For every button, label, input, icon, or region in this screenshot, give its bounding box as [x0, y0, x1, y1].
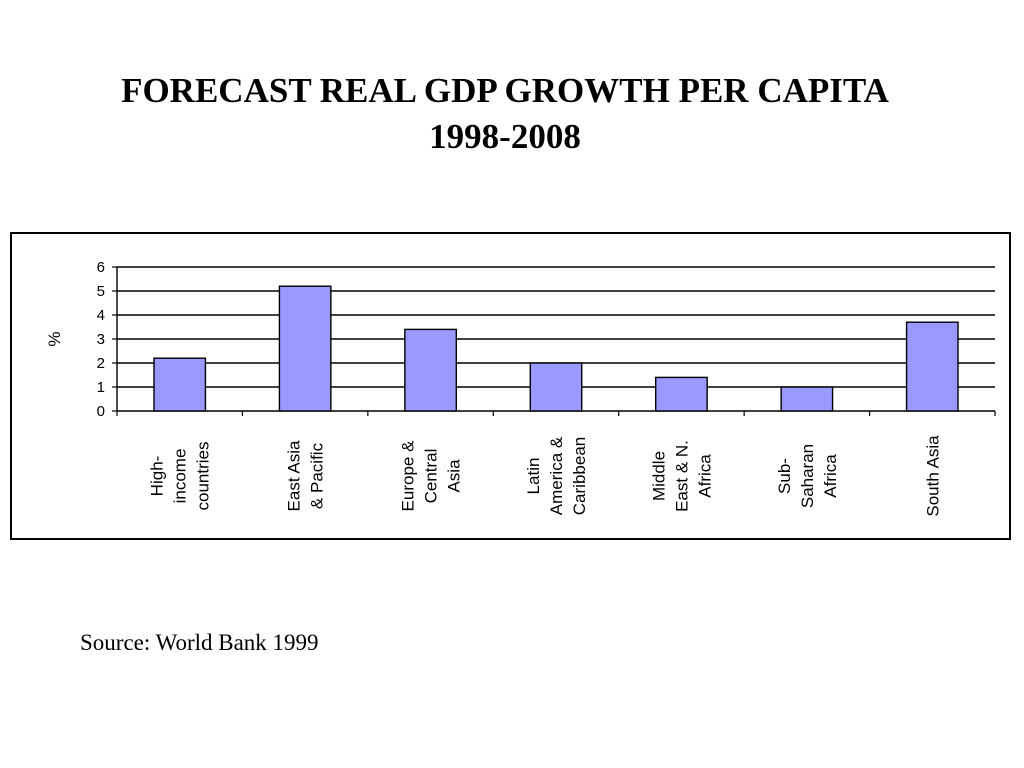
chart-frame: 0 1 2 3 4 5 6% High-income countries East Asia & P… [10, 232, 1011, 540]
x-tick-label: East Asia & Pacific [285, 440, 327, 511]
y-tick-label: 3 [97, 331, 105, 348]
bar [529, 362, 583, 412]
bar [655, 376, 708, 412]
bar [404, 328, 457, 412]
x-tick-label-line: America & [547, 436, 566, 515]
x-tick-label-line: & Pacific [308, 442, 327, 509]
x-tick-label-line: Caribbean [570, 437, 589, 515]
x-tick-label-line: countries [194, 442, 213, 511]
x-tick-label-line: Asia [445, 459, 464, 493]
bar [278, 285, 332, 412]
chart-title-line-2: 1998-2008 [429, 117, 581, 156]
bar-chart: 0 1 2 3 4 5 6% High-income countries East Asia & P… [45, 259, 996, 517]
x-tick-label-line: Latin [524, 458, 543, 495]
x-tick-label-line: Middle [649, 451, 668, 501]
chart-title: FORECAST REAL GDP GROWTH PER CAPITA 1998… [0, 68, 1010, 160]
bar [780, 386, 834, 412]
x-tick-label-line: East Asia [285, 440, 304, 511]
source-note: Source: World Bank 1999 [80, 630, 319, 655]
x-tick-label: Middle East & N. Africa [649, 440, 714, 512]
bar [905, 321, 959, 412]
x-tick-label-line: South Asia [923, 435, 942, 517]
x-tick-label-line: East & N. [672, 440, 691, 512]
y-tick-label: 1 [97, 379, 105, 396]
y-tick-label: 2 [97, 355, 105, 372]
x-tick-label-line: Central [422, 449, 441, 504]
x-tick-label-line: Africa [695, 454, 714, 498]
bar [153, 357, 207, 412]
y-tick-label: 5 [97, 283, 105, 300]
chart-title-line-1: FORECAST REAL GDP GROWTH PER CAPITA [121, 71, 889, 110]
x-tick-label: Latin America & Caribbean [524, 436, 589, 515]
x-tick-label: High-income countries [148, 442, 213, 511]
x-tick-label-line: Africa [821, 454, 840, 498]
x-tick-label-line: High- [148, 456, 167, 497]
y-tick-label: 6 [97, 259, 105, 276]
x-tick-label-line: Europe & [399, 440, 418, 512]
y-tick-label: 4 [97, 307, 105, 324]
x-tick-label-line: Sub- [775, 458, 794, 494]
x-tick-label: South Asia [923, 435, 942, 517]
x-tick-label: Sub- Saharan Africa [775, 444, 840, 508]
y-tick-label: 0 [97, 403, 105, 420]
y-axis-label: % [45, 331, 64, 346]
x-tick-label-line: Saharan [798, 444, 817, 508]
x-tick-label: Europe & Central Asia [399, 440, 464, 512]
x-tick-label-line: income [171, 449, 190, 504]
